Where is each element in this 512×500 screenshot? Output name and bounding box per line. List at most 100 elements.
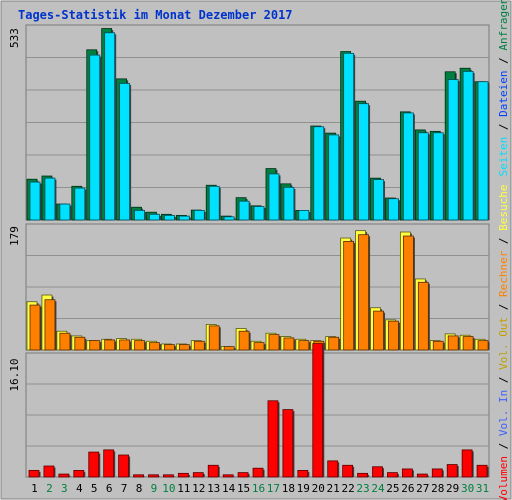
x-tick-label: 17	[267, 482, 280, 495]
bar-seiten-day-8	[134, 210, 145, 221]
bar-volumen-day-2	[43, 465, 55, 478]
bar-volumen-day-20	[312, 343, 324, 478]
bar-seiten-day-6	[104, 32, 116, 221]
x-tick-label: 30	[461, 482, 474, 495]
bar-rechner-day-4	[74, 336, 86, 351]
bar-seiten-day-13	[208, 185, 220, 221]
x-tick-label: 16	[252, 482, 265, 495]
bar-seiten-day-28	[432, 132, 444, 221]
bar-volumen-day-26	[401, 468, 413, 478]
bar-rechner-day-21	[328, 336, 340, 351]
bar-volumen-day-9	[148, 474, 159, 478]
x-tick-label: 24	[371, 482, 385, 495]
bar-rechner-day-17	[268, 334, 280, 351]
bar-volumen-day-29	[446, 464, 458, 478]
bar-volumen-day-5	[88, 451, 100, 478]
bar-rechner-day-9	[149, 342, 160, 351]
x-axis-day-labels: 1 2 3 4 5 6 7 8 9 10 11 12 13 14 15 16 17 18 19 20 21 22 23 24 2…	[31, 482, 489, 495]
x-tick-label: 26	[401, 482, 414, 495]
x-tick-label: 28	[431, 482, 444, 495]
x-tick-label: 6	[106, 482, 113, 495]
x-tick-label: 29	[446, 482, 459, 495]
x-tick-label: 25	[386, 482, 399, 495]
bar-volumen-day-13	[207, 464, 219, 478]
bar-volumen-day-28	[431, 468, 443, 478]
x-tick-label: 7	[121, 482, 128, 495]
x-tick-label: 14	[222, 482, 236, 495]
bar-rechner-day-16	[253, 342, 265, 351]
vertical-legend: Volumen / Vol. In / Vol. Out / Rechner /…	[497, 0, 510, 500]
bar-rechner-day-5	[89, 340, 101, 351]
legend-dateien: Dateien	[497, 70, 510, 116]
bar-volumen-day-27	[416, 473, 428, 478]
bar-volumen-day-10	[163, 474, 174, 478]
bar-seiten-day-21	[328, 134, 340, 221]
x-tick-label: 18	[282, 482, 295, 495]
bar-volumen-day-3	[58, 473, 70, 478]
x-tick-label: 12	[192, 482, 205, 495]
bar-volumen-day-21	[327, 460, 339, 478]
x-tick-label: 20	[312, 482, 325, 495]
panel-bottom-max-label: 16.10	[8, 358, 21, 391]
legend-separator: /	[497, 117, 510, 137]
bar-volumen-day-15	[237, 472, 249, 478]
bar-volumen-day-22	[342, 464, 354, 478]
bar-seiten-day-29	[447, 79, 459, 221]
bar-seiten-day-19	[298, 210, 310, 221]
bar-seiten-day-16	[253, 206, 265, 221]
bar-rechner-day-14	[223, 346, 235, 351]
bar-rechner-day-8	[134, 340, 145, 351]
legend-separator: /	[497, 51, 510, 71]
bar-seiten-day-10	[164, 214, 175, 221]
bar-volumen-day-16	[252, 467, 264, 478]
bar-rechner-day-25	[388, 320, 399, 351]
bar-volumen-day-23	[357, 472, 368, 478]
bar-volumen-day-4	[73, 470, 85, 478]
bar-rechner-day-31	[477, 340, 489, 351]
bar-volumen-day-11	[177, 472, 189, 478]
chart-panels: 533 179 16.10	[8, 24, 490, 478]
bar-seiten-day-24	[373, 179, 384, 221]
legend-vol-out: Vol. Out	[497, 317, 510, 370]
bar-rechner-day-19	[298, 340, 310, 351]
bar-seiten-day-11	[178, 215, 190, 221]
bar-volumen-day-31	[476, 464, 488, 478]
bar-seiten-day-9	[149, 213, 160, 221]
bar-seiten-day-27	[417, 132, 429, 221]
legend-separator: /	[497, 297, 510, 317]
bar-seiten-day-18	[283, 186, 295, 221]
bar-seiten-day-17	[268, 173, 280, 221]
bar-volumen-day-12	[192, 472, 204, 478]
x-tick-label: 9	[151, 482, 158, 495]
legend-text: Volumen / Vol. In / Vol. Out / Rechner /…	[497, 0, 510, 500]
legend-volumen: Volumen	[497, 456, 510, 500]
bar-seiten-day-2	[44, 177, 56, 221]
bar-seiten-day-15	[238, 200, 250, 221]
bar-rechner-day-7	[119, 339, 131, 351]
bar-seiten-day-26	[402, 112, 414, 221]
bar-volumen-day-17	[267, 400, 279, 478]
bar-rechner-day-26	[402, 235, 414, 351]
bar-rechner-day-30	[462, 336, 474, 351]
x-tick-label: 1	[31, 482, 38, 495]
x-tick-label: 11	[177, 482, 190, 495]
bar-volumen-day-14	[222, 474, 234, 478]
chart-title: Tages-Statistik im Monat Dezember 2017	[18, 8, 293, 22]
bar-rechner-day-11	[178, 344, 190, 351]
bar-volumen-day-6	[103, 449, 115, 478]
bar-volumen-day-25	[387, 472, 398, 478]
x-tick-label: 13	[207, 482, 220, 495]
x-tick-label: 22	[341, 482, 354, 495]
bar-seiten-day-22	[343, 52, 355, 221]
x-tick-label: 3	[61, 482, 68, 495]
x-tick-label: 15	[237, 482, 250, 495]
bar-seiten-day-4	[74, 187, 86, 221]
bar-seiten-day-30	[462, 71, 474, 221]
bar-volumen-day-24	[372, 466, 383, 478]
bar-rechner-day-6	[104, 339, 116, 351]
bar-rechner-day-23	[358, 234, 369, 351]
bar-volumen-day-8	[133, 474, 144, 478]
legend-vol-in: Vol. In	[497, 390, 510, 436]
bar-seiten-day-7	[119, 83, 131, 221]
